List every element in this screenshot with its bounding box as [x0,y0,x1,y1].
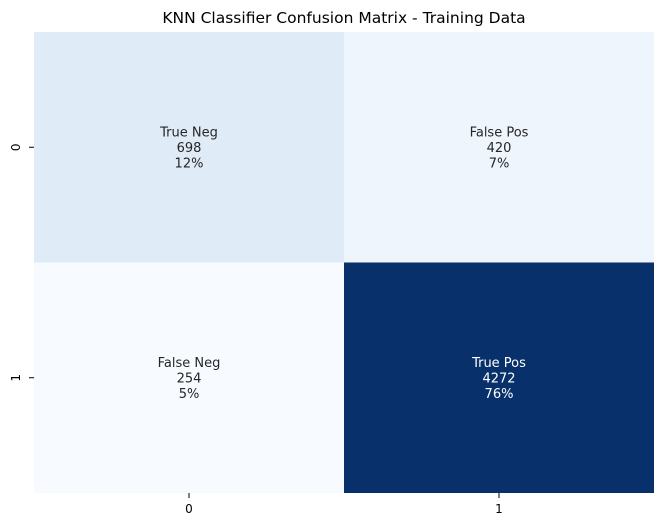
x-tick-label-0: 0 [185,502,193,516]
cell-label-1-0: False Neg [158,356,221,371]
cell-count-0-1: 420 [487,141,512,156]
axis-ticks: 0 1 0 1 [9,143,503,516]
cell-count-0-0: 698 [177,141,202,156]
cell-label-1-1: True Pos [471,356,526,371]
heatmap-cell-0-0 [34,32,344,263]
cell-label-0-0: True Neg [159,125,218,140]
cell-percent-0-1: 7% [489,156,510,171]
cell-count-1-1: 4272 [482,371,515,386]
y-tick-label-1: 1 [9,374,23,382]
cell-percent-1-1: 76% [485,387,514,402]
cell-percent-0-0: 12% [175,156,204,171]
cell-label-0-1: False Pos [470,125,529,140]
heatmap-cell-1-0 [34,262,344,493]
y-tick-label-0: 0 [9,143,23,151]
cell-percent-1-0: 5% [179,387,200,402]
cell-count-1-0: 254 [177,371,202,386]
x-tick-label-1: 1 [495,502,503,516]
heatmap-cell-1-1 [344,262,654,493]
chart-title: KNN Classifier Confusion Matrix - Traini… [162,9,525,27]
heatmap-cell-0-1 [344,32,654,263]
